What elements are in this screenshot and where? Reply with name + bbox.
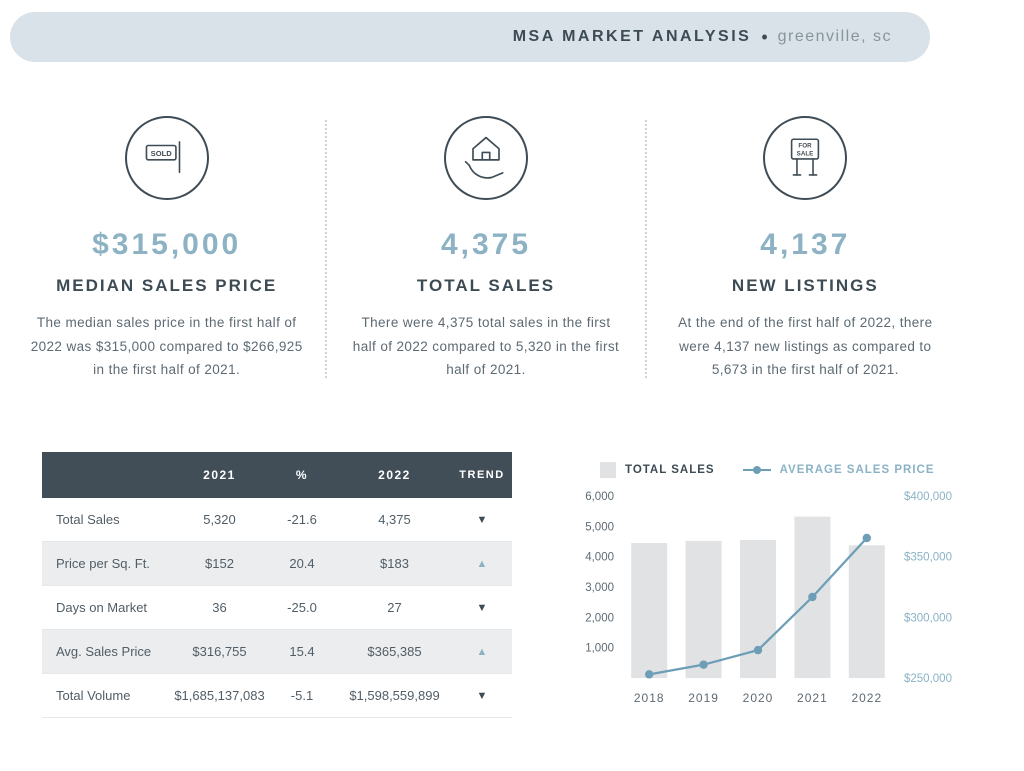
row-2022-value: $183 bbox=[380, 556, 409, 571]
x-axis-label: 2021 bbox=[797, 691, 828, 705]
table-header-2022: 2022 bbox=[378, 468, 411, 482]
left-axis-tick: 5,000 bbox=[585, 521, 614, 533]
row-2021-value: $1,685,137,083 bbox=[174, 688, 265, 703]
left-axis-tick: 1,000 bbox=[585, 643, 614, 655]
table-row: Total Sales 5,320 -21.6 4,375 ▼ bbox=[42, 498, 512, 542]
bottom-section: 2021 % 2022 TREND Total Sales 5,320 -21.… bbox=[42, 452, 972, 718]
table-header-row: 2021 % 2022 TREND bbox=[42, 452, 512, 498]
table-header-2021: 2021 bbox=[203, 468, 236, 482]
table-header-pct: % bbox=[295, 468, 309, 482]
bar-2022 bbox=[848, 545, 885, 678]
trend-indicator: ▲ bbox=[476, 557, 488, 570]
table-row: Days on Market 36 -25.0 27 ▼ bbox=[42, 586, 512, 630]
right-axis-tick: $350,000 bbox=[904, 552, 952, 564]
legend-average-sales-price: AVERAGE SALES PRICE bbox=[742, 464, 935, 476]
sales-chart-svg: 6,000 5,000 4,000 3,000 2,000 1,000 $400,000 $3… bbox=[585, 491, 952, 705]
median-sales-price-description: The median sales price in the first half… bbox=[30, 315, 303, 378]
trend-indicator: ▼ bbox=[476, 513, 488, 526]
total-sales-label: TOTAL SALES bbox=[416, 276, 556, 295]
stats-row: SOLD $315,000 MEDIAN SALES PRICE The med… bbox=[8, 116, 964, 382]
chart-legend: TOTAL SALES AVERAGE SALES PRICE bbox=[600, 460, 972, 480]
row-label: Avg. Sales Price bbox=[56, 644, 152, 659]
table-row: Total Volume $1,685,137,083 -5.1 $1,598,… bbox=[42, 674, 512, 718]
row-pct-value: -21.6 bbox=[287, 512, 317, 527]
bar-2018 bbox=[631, 543, 668, 678]
avg-price-point-2021 bbox=[808, 592, 817, 602]
right-axis-tick: $300,000 bbox=[904, 612, 952, 624]
x-axis-label: 2020 bbox=[743, 691, 774, 705]
row-label: Price per Sq. Ft. bbox=[56, 556, 150, 571]
row-pct-value: 20.4 bbox=[289, 556, 315, 571]
svg-text:SALE: SALE bbox=[797, 150, 814, 157]
row-2022-value: 27 bbox=[387, 600, 402, 615]
page-title: MSA MARKET ANALYSIS bbox=[512, 28, 752, 45]
left-axis-tick: 6,000 bbox=[585, 491, 614, 503]
avg-price-point-2022 bbox=[862, 533, 871, 543]
new-listings-description: At the end of the first half of 2022, th… bbox=[678, 315, 933, 378]
table-row: Avg. Sales Price $316,755 15.4 $365,385 … bbox=[42, 630, 512, 674]
total-sales-description: There were 4,375 total sales in the firs… bbox=[352, 315, 620, 378]
legend-total-sales: TOTAL SALES bbox=[600, 462, 715, 478]
svg-text:FOR: FOR bbox=[799, 143, 813, 150]
row-2021-value: $152 bbox=[205, 556, 234, 571]
bar-2020 bbox=[740, 539, 776, 678]
table-header-trend: TREND bbox=[459, 469, 505, 481]
trend-indicator: ▼ bbox=[476, 601, 488, 614]
legend-average-sales-price-label: AVERAGE SALES PRICE bbox=[779, 464, 935, 476]
row-label: Total Volume bbox=[56, 688, 131, 703]
header-banner: MSA MARKET ANALYSIS • greenville, sc bbox=[10, 12, 930, 62]
right-axis-tick: $250,000 bbox=[904, 673, 952, 685]
comparison-table: 2021 % 2022 TREND Total Sales 5,320 -21.… bbox=[42, 452, 512, 718]
stat-new-listings: FOR SALE 4,137 NEW LISTINGS At the end o… bbox=[647, 116, 964, 382]
dotted-divider bbox=[644, 120, 647, 378]
bar-2019 bbox=[685, 540, 722, 678]
title-bullet: • bbox=[761, 26, 768, 47]
sold-sign-icon: SOLD bbox=[124, 116, 209, 200]
legend-total-sales-label: TOTAL SALES bbox=[625, 464, 715, 476]
new-listings-value: 4,137 bbox=[760, 228, 851, 261]
trend-indicator: ▲ bbox=[476, 645, 488, 658]
house-in-hand-icon bbox=[443, 116, 528, 200]
total-sales-value: 4,375 bbox=[440, 228, 532, 261]
row-pct-value: -25.0 bbox=[287, 600, 317, 615]
line-dot-icon bbox=[752, 466, 761, 474]
location-label: greenville, sc bbox=[777, 28, 892, 45]
row-2022-value: $365,385 bbox=[367, 644, 422, 659]
x-axis-label: 2019 bbox=[688, 691, 719, 705]
stat-total-sales: 4,375 TOTAL SALES There were 4,375 total… bbox=[327, 116, 644, 382]
avg-price-point-2018 bbox=[645, 670, 654, 679]
bar-swatch-icon bbox=[600, 462, 616, 478]
row-2022-value: $1,598,559,899 bbox=[349, 688, 440, 703]
row-2021-value: 5,320 bbox=[203, 512, 236, 527]
right-axis-tick: $400,000 bbox=[904, 491, 952, 503]
svg-text:SOLD: SOLD bbox=[150, 149, 172, 158]
x-axis-label: 2022 bbox=[851, 691, 882, 705]
for-sale-sign-icon: FOR SALE bbox=[763, 116, 848, 200]
avg-price-point-2019 bbox=[699, 660, 708, 669]
line-swatch-icon bbox=[742, 466, 771, 474]
row-label: Days on Market bbox=[56, 600, 148, 615]
dotted-divider bbox=[325, 120, 328, 378]
trend-indicator: ▼ bbox=[476, 689, 488, 702]
row-2022-value: 4,375 bbox=[378, 512, 411, 527]
median-sales-price-label: MEDIAN SALES PRICE bbox=[56, 276, 278, 295]
avg-price-point-2020 bbox=[753, 645, 763, 655]
row-pct-value: -5.1 bbox=[290, 688, 314, 703]
left-axis-tick: 2,000 bbox=[585, 612, 614, 624]
new-listings-label: NEW LISTINGS bbox=[731, 276, 879, 295]
stat-median-sales-price: SOLD $315,000 MEDIAN SALES PRICE The med… bbox=[8, 116, 325, 382]
row-pct-value: 15.4 bbox=[289, 644, 315, 659]
left-axis-tick: 4,000 bbox=[585, 552, 614, 564]
median-sales-price-value: $315,000 bbox=[92, 228, 242, 261]
sales-chart: TOTAL SALES AVERAGE SALES PRICE 6,000 5,0… bbox=[560, 452, 972, 718]
row-2021-value: 36 bbox=[212, 600, 227, 615]
table-row: Price per Sq. Ft. $152 20.4 $183 ▲ bbox=[42, 542, 512, 586]
row-2021-value: $316,755 bbox=[192, 644, 247, 659]
row-label: Total Sales bbox=[56, 512, 120, 527]
left-axis-tick: 3,000 bbox=[585, 582, 614, 594]
x-axis-label: 2018 bbox=[634, 691, 665, 705]
